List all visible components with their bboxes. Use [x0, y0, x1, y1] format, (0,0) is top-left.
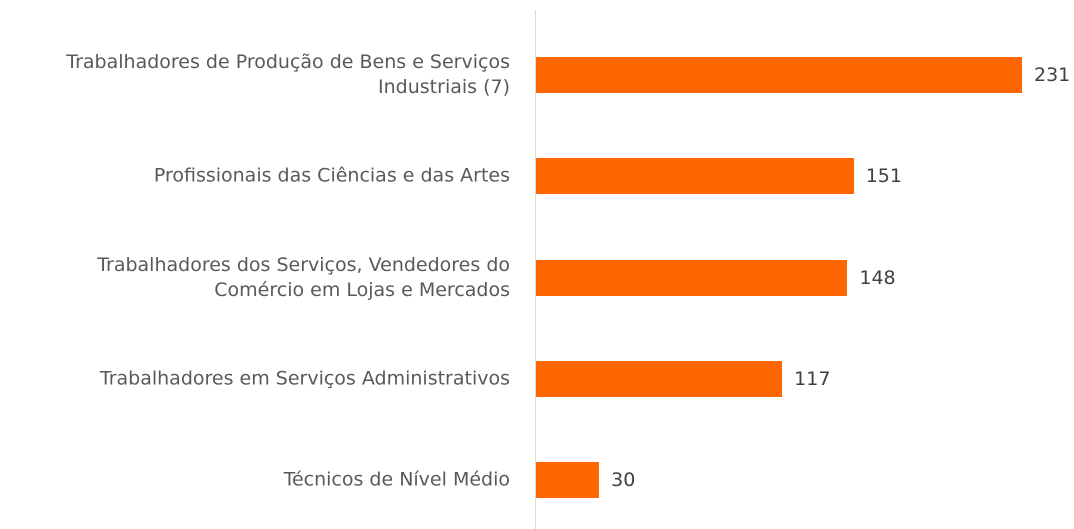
category-label: Técnicos de Nível Médio [283, 468, 510, 491]
data-label: 151 [865, 165, 902, 188]
category-label: Profissionais das Ciências e das Artes [153, 164, 510, 187]
axis-line [535, 10, 536, 529]
bar [536, 158, 854, 195]
bar [536, 259, 848, 296]
category-label: Trabalhadores dos Serviços, Vendedores d… [97, 253, 510, 301]
bar [536, 360, 783, 397]
data-label: 30 [611, 469, 636, 492]
data-label: 148 [859, 266, 896, 289]
category-label: Trabalhadores em Serviços Administrativo… [99, 367, 510, 390]
category-label: Trabalhadores de Produção de Bens e Serv… [66, 51, 510, 98]
data-label: 117 [794, 367, 831, 390]
data-label: 231 [1034, 64, 1071, 86]
bar [536, 462, 600, 499]
bar [536, 57, 1022, 93]
